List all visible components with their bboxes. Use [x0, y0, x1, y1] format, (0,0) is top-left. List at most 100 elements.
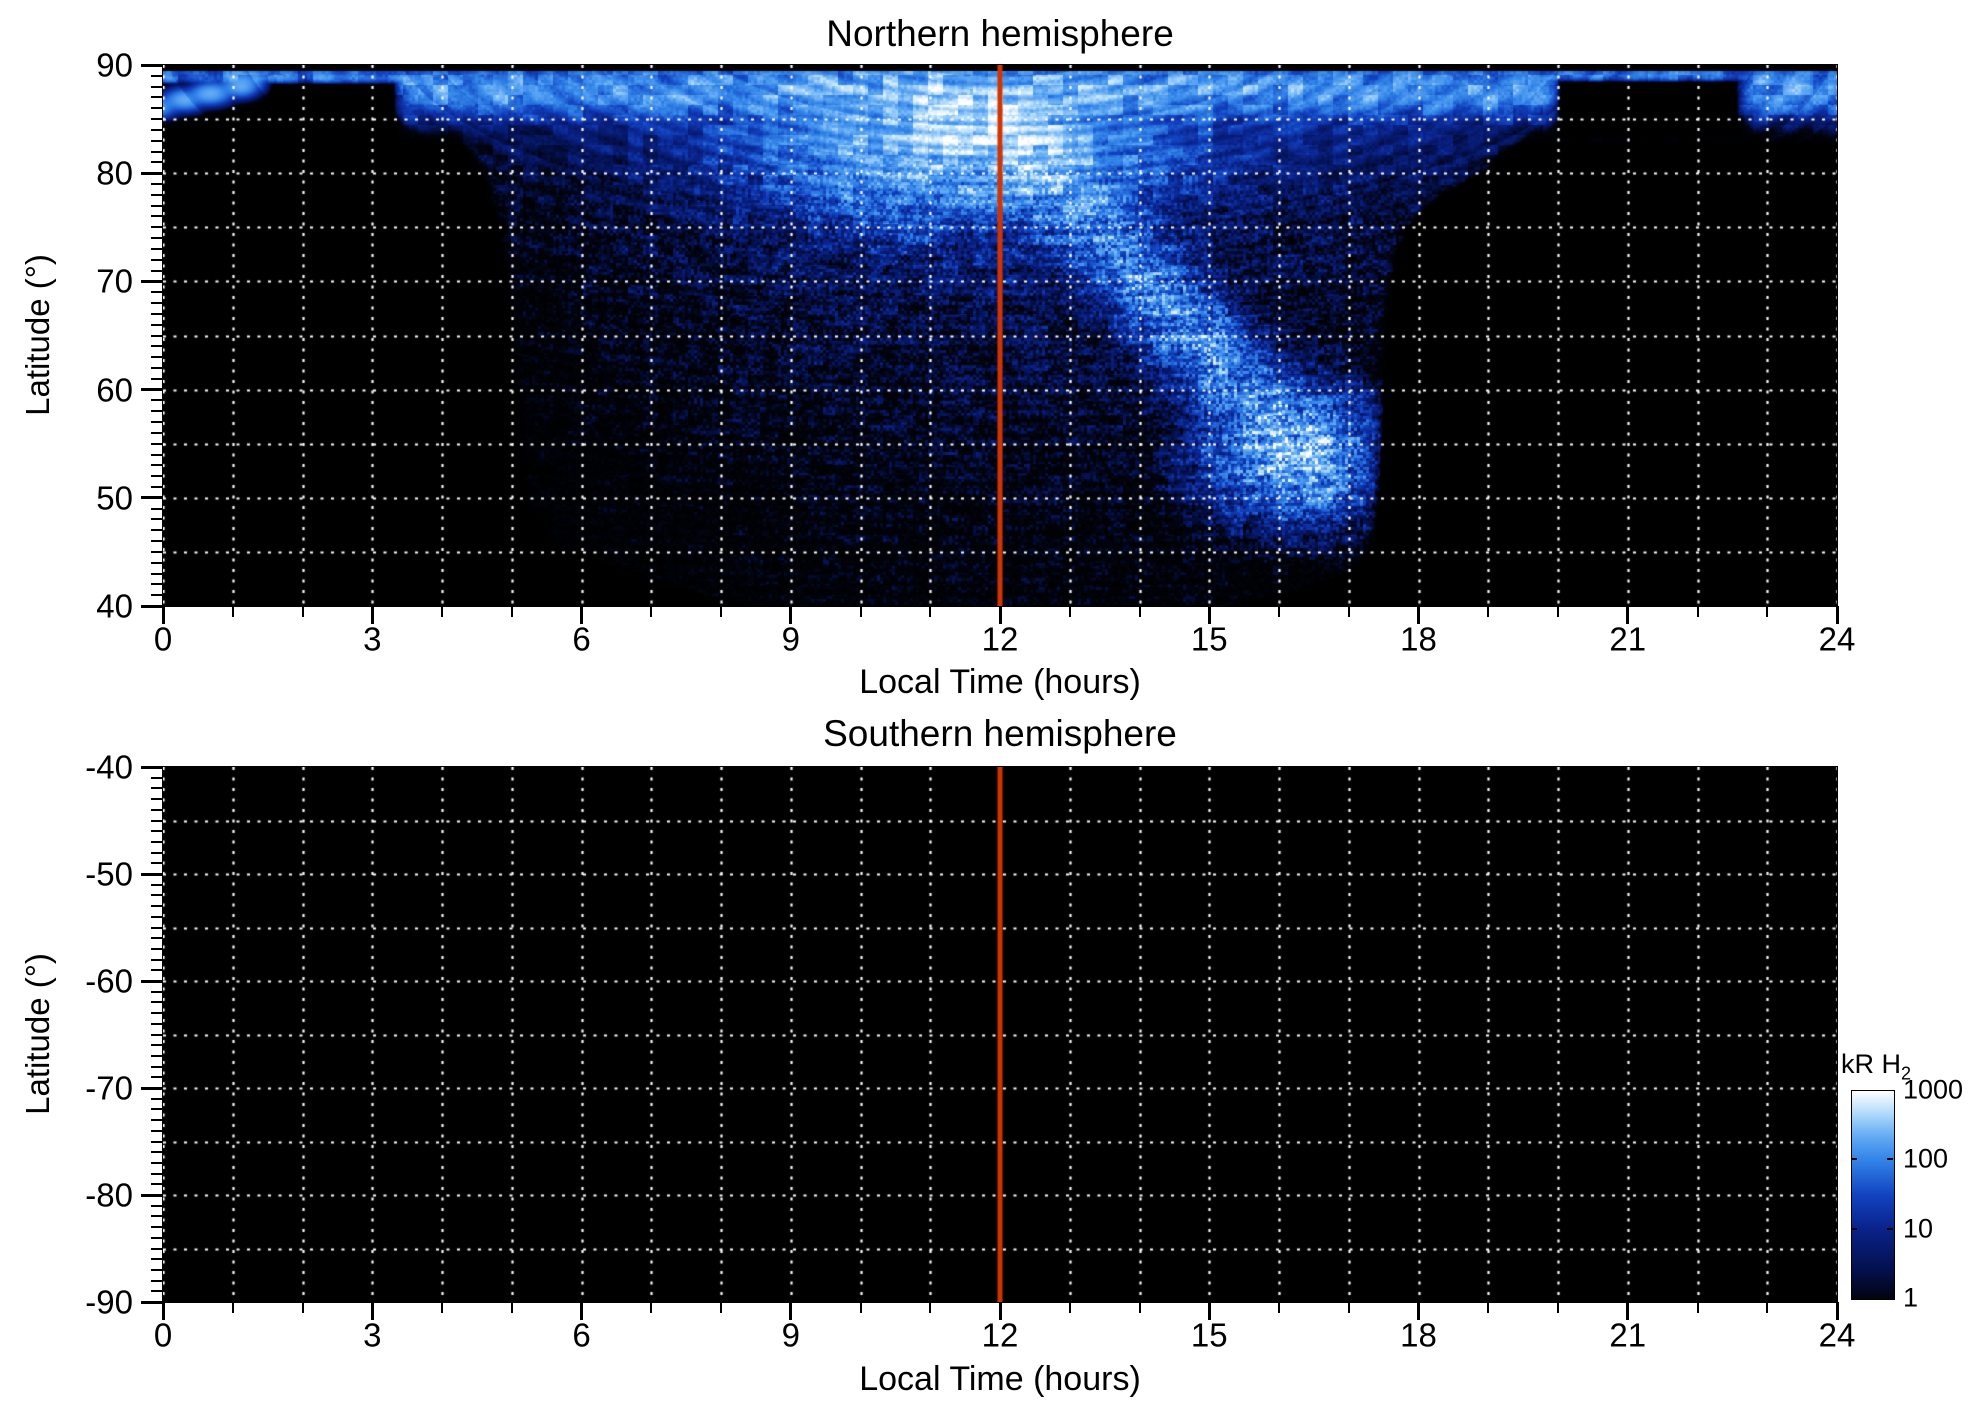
y-minor-tick — [151, 139, 163, 142]
x-major-tick — [1207, 606, 1211, 624]
y-minor-tick — [151, 1076, 163, 1079]
x-major-tick — [1417, 1302, 1420, 1320]
x-minor-tick — [1487, 606, 1490, 617]
y-minor-tick — [151, 258, 163, 261]
x-minor-tick — [441, 1302, 443, 1313]
x-minor-tick — [1766, 1302, 1769, 1313]
colorbar-tick-label: 10 — [1903, 1213, 1934, 1244]
y-minor-tick — [151, 1151, 163, 1154]
y-major-tick — [141, 496, 163, 500]
y-minor-tick — [151, 128, 163, 131]
y-minor-tick — [151, 830, 163, 833]
y-minor-tick — [151, 572, 163, 575]
y-minor-tick — [151, 594, 163, 597]
y-minor-tick — [151, 518, 163, 521]
y-major-tick — [141, 1086, 163, 1090]
y-minor-tick — [151, 1236, 163, 1239]
y-minor-tick — [151, 862, 163, 865]
y-minor-tick — [151, 377, 163, 380]
colorbar-tick-label: 1000 — [1903, 1074, 1964, 1105]
y-minor-tick — [151, 302, 163, 305]
colorbar-tick — [1851, 1158, 1857, 1161]
y-minor-tick — [151, 507, 163, 510]
x-tick-label: 0 — [153, 1316, 173, 1354]
y-tick-label: -90 — [85, 1283, 133, 1321]
x-tick-label: 3 — [363, 1316, 382, 1354]
y-minor-tick — [151, 247, 163, 250]
y-minor-tick — [151, 334, 163, 337]
y-minor-tick — [151, 269, 163, 272]
x-major-tick — [998, 606, 1002, 624]
y-major-tick — [141, 279, 163, 283]
y-minor-tick — [151, 485, 163, 488]
y-minor-tick — [151, 399, 163, 402]
x-minor-tick — [1278, 606, 1280, 617]
x-minor-tick — [859, 1302, 862, 1313]
x-major-tick — [1835, 606, 1839, 624]
colorbar-tick — [1851, 1227, 1857, 1230]
y-minor-tick — [151, 442, 163, 445]
north-heatmap-canvas — [163, 65, 1837, 606]
x-minor-tick — [1278, 1302, 1280, 1313]
x-major-tick — [998, 1302, 1002, 1320]
y-minor-tick — [151, 1065, 163, 1068]
y-minor-tick — [151, 1129, 163, 1132]
north-x-axis-label: Local Time (hours) — [859, 663, 1141, 701]
y-minor-tick — [151, 1119, 163, 1122]
x-major-tick — [370, 1302, 374, 1320]
x-minor-tick — [301, 606, 304, 617]
south-plot-title: Southern hemisphere — [823, 713, 1177, 754]
y-minor-tick — [151, 947, 163, 950]
y-minor-tick — [151, 204, 163, 207]
y-tick-label: 80 — [96, 154, 133, 192]
y-minor-tick — [151, 161, 163, 164]
y-minor-tick — [151, 1226, 163, 1229]
x-major-tick — [789, 1302, 793, 1320]
x-major-tick — [580, 606, 583, 624]
y-major-tick — [141, 765, 163, 769]
y-minor-tick — [151, 1279, 163, 1282]
colorbar-tick-label: 1 — [1903, 1282, 1919, 1313]
y-minor-tick — [151, 183, 163, 186]
y-minor-tick — [151, 915, 163, 918]
y-minor-tick — [151, 990, 163, 993]
x-minor-tick — [1766, 606, 1769, 617]
colorbar-tick-label: 100 — [1903, 1143, 1949, 1174]
y-minor-tick — [151, 74, 163, 77]
x-minor-tick — [1696, 1302, 1699, 1313]
y-minor-tick — [151, 1183, 163, 1186]
x-tick-label: 21 — [1609, 1316, 1647, 1354]
colorbar-tick — [1887, 1158, 1893, 1161]
y-minor-tick — [151, 1290, 163, 1293]
x-minor-tick — [1138, 606, 1141, 617]
x-tick-label: 15 — [1190, 1316, 1228, 1354]
y-minor-tick — [151, 107, 163, 110]
y-major-tick — [141, 1193, 163, 1197]
north-plot-title: Northern hemisphere — [826, 13, 1174, 54]
y-minor-tick — [151, 150, 163, 153]
y-minor-tick — [151, 410, 163, 413]
south-heatmap-canvas — [163, 767, 1837, 1302]
y-minor-tick — [151, 421, 163, 424]
y-minor-tick — [151, 1054, 163, 1057]
y-minor-tick — [151, 1215, 163, 1218]
y-major-tick — [141, 979, 163, 983]
y-tick-label: -70 — [85, 1069, 133, 1107]
y-minor-tick — [151, 356, 163, 359]
y-minor-tick — [151, 1172, 163, 1175]
y-minor-tick — [151, 894, 163, 897]
y-minor-tick — [151, 1044, 163, 1047]
x-minor-tick — [441, 606, 443, 617]
x-minor-tick — [929, 1302, 932, 1313]
x-minor-tick — [1487, 1302, 1490, 1313]
colorbar-gradient — [1851, 1090, 1895, 1300]
y-major-tick — [141, 872, 163, 876]
north-plot-area — [162, 64, 1838, 607]
x-minor-tick — [929, 606, 932, 617]
x-major-tick — [789, 606, 793, 624]
y-minor-tick — [151, 776, 163, 779]
y-tick-label: 50 — [96, 479, 133, 517]
x-tick-label: 9 — [781, 1316, 800, 1354]
y-major-tick — [141, 1300, 163, 1304]
x-minor-tick — [650, 606, 653, 617]
